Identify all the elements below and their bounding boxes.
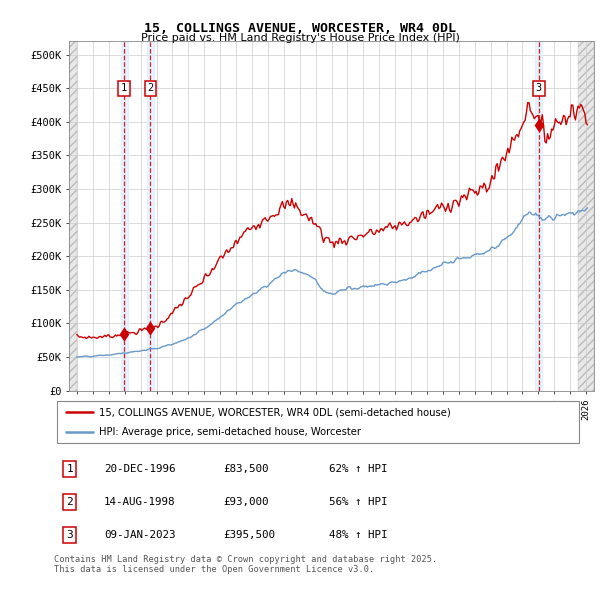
Bar [578,41,594,391]
Text: 48% ↑ HPI: 48% ↑ HPI [329,530,387,540]
Text: 20-DEC-1996: 20-DEC-1996 [104,464,176,474]
Bar [535,41,542,391]
Text: 1: 1 [121,83,127,93]
Bar [147,41,154,391]
Text: HPI: Average price, semi-detached house, Worcester: HPI: Average price, semi-detached house,… [99,427,361,437]
Bar [69,41,77,391]
Text: 2: 2 [148,83,154,93]
Text: 15, COLLINGS AVENUE, WORCESTER, WR4 0DL (semi-detached house): 15, COLLINGS AVENUE, WORCESTER, WR4 0DL … [99,407,451,417]
Text: Price paid vs. HM Land Registry's House Price Index (HPI): Price paid vs. HM Land Registry's House … [140,33,460,43]
Text: Contains HM Land Registry data © Crown copyright and database right 2025.
This d: Contains HM Land Registry data © Crown c… [54,555,437,574]
Text: 56% ↑ HPI: 56% ↑ HPI [329,497,387,507]
Text: 62% ↑ HPI: 62% ↑ HPI [329,464,387,474]
Text: 3: 3 [536,83,542,93]
Text: 09-JAN-2023: 09-JAN-2023 [104,530,176,540]
Text: 2: 2 [67,497,73,507]
Text: 1: 1 [67,464,73,474]
Text: £395,500: £395,500 [223,530,275,540]
FancyBboxPatch shape [56,401,580,443]
Text: £93,000: £93,000 [223,497,268,507]
Text: 14-AUG-1998: 14-AUG-1998 [104,497,176,507]
Text: £83,500: £83,500 [223,464,268,474]
Text: 15, COLLINGS AVENUE, WORCESTER, WR4 0DL: 15, COLLINGS AVENUE, WORCESTER, WR4 0DL [144,22,456,35]
Bar [121,41,128,391]
Text: 3: 3 [67,530,73,540]
